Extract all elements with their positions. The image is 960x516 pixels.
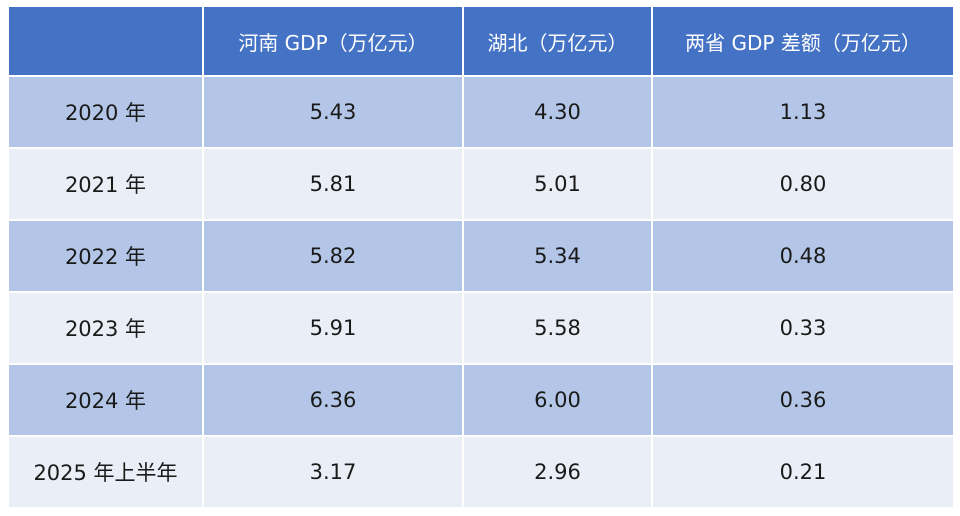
table-row: 2024 年 6.36 6.00 0.36 [9, 365, 953, 437]
year-cell: 2021 年 [9, 149, 204, 221]
difference-cell: 0.36 [653, 365, 953, 437]
hubei-gdp-cell: 5.58 [464, 293, 653, 365]
hubei-gdp-cell: 5.34 [464, 221, 653, 293]
year-cell: 2023 年 [9, 293, 204, 365]
header-gdp-difference: 两省 GDP 差额（万亿元） [653, 7, 953, 77]
henan-gdp-cell: 5.43 [204, 77, 464, 149]
header-corner [9, 7, 204, 77]
hubei-gdp-cell: 4.30 [464, 77, 653, 149]
difference-cell: 0.33 [653, 293, 953, 365]
table-row: 2021 年 5.81 5.01 0.80 [9, 149, 953, 221]
table-row: 2020 年 5.43 4.30 1.13 [9, 77, 953, 149]
hubei-gdp-cell: 2.96 [464, 437, 653, 507]
table-header: 河南 GDP（万亿元） 湖北（万亿元） 两省 GDP 差额（万亿元） [9, 7, 953, 77]
year-cell: 2022 年 [9, 221, 204, 293]
hubei-gdp-cell: 5.01 [464, 149, 653, 221]
difference-cell: 1.13 [653, 77, 953, 149]
difference-cell: 0.80 [653, 149, 953, 221]
henan-gdp-cell: 5.82 [204, 221, 464, 293]
table-row: 2023 年 5.91 5.58 0.33 [9, 293, 953, 365]
header-row: 河南 GDP（万亿元） 湖北（万亿元） 两省 GDP 差额（万亿元） [9, 7, 953, 77]
year-cell: 2025 年上半年 [9, 437, 204, 507]
header-henan-gdp: 河南 GDP（万亿元） [204, 7, 464, 77]
header-hubei-gdp: 湖北（万亿元） [464, 7, 653, 77]
year-cell: 2024 年 [9, 365, 204, 437]
henan-gdp-cell: 3.17 [204, 437, 464, 507]
year-cell: 2020 年 [9, 77, 204, 149]
table-row: 2022 年 5.82 5.34 0.48 [9, 221, 953, 293]
henan-gdp-cell: 6.36 [204, 365, 464, 437]
table-body: 2020 年 5.43 4.30 1.13 2021 年 5.81 5.01 0… [9, 77, 953, 507]
hubei-gdp-cell: 6.00 [464, 365, 653, 437]
gdp-comparison-table: 河南 GDP（万亿元） 湖北（万亿元） 两省 GDP 差额（万亿元） 2020 … [9, 7, 953, 507]
difference-cell: 0.48 [653, 221, 953, 293]
difference-cell: 0.21 [653, 437, 953, 507]
henan-gdp-cell: 5.81 [204, 149, 464, 221]
henan-gdp-cell: 5.91 [204, 293, 464, 365]
table-row: 2025 年上半年 3.17 2.96 0.21 [9, 437, 953, 507]
